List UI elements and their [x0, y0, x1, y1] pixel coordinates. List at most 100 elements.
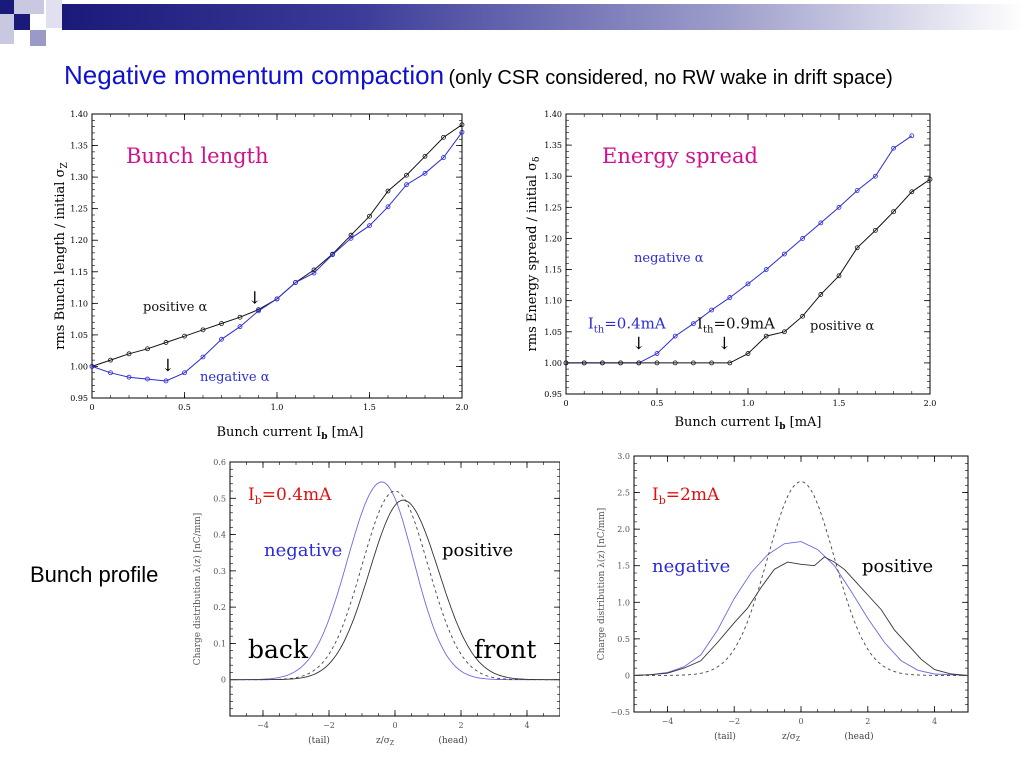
data-point: [727, 295, 733, 300]
y-axis-label: rms Bunch length / initial σZ: [53, 162, 70, 349]
data-point: [909, 133, 915, 139]
decor-square-light: [0, 14, 14, 44]
data-point: [200, 327, 206, 333]
x-tick-label: 2.0: [456, 403, 469, 412]
y-tick-label: −0.5: [611, 708, 630, 717]
x-tick-label: 0.5: [178, 403, 191, 412]
data-point: [108, 370, 113, 376]
x-axis-label: Bunch current Ib [mA]: [674, 415, 821, 432]
x-tick-label: 1.5: [833, 399, 846, 408]
data-point: [800, 236, 806, 241]
x-tick-label: 2.0: [924, 399, 937, 408]
data-point: [781, 329, 787, 335]
x-tick-label: −2: [728, 717, 740, 726]
x-tick-label: 0: [392, 721, 397, 730]
data-point: [690, 360, 696, 366]
data-point: [422, 170, 428, 176]
data-point: [654, 351, 660, 356]
data-point: [745, 281, 751, 287]
y-tick-label: 0: [221, 676, 226, 685]
data-point: [404, 182, 409, 188]
threshold-label: Ith=0.4mA: [588, 315, 666, 336]
data-point: [237, 324, 243, 330]
data-point: [909, 189, 915, 195]
data-point: [311, 267, 317, 273]
data-point: [126, 351, 132, 357]
x-label-head: (head): [438, 735, 467, 746]
arrow-annotation: ↓: [632, 334, 646, 354]
data-point: [872, 227, 878, 233]
chart-title: Ib=2mA: [652, 485, 720, 507]
y-tick-label: 1.25: [544, 203, 562, 212]
data-point: [672, 360, 678, 366]
data-point: [854, 188, 860, 193]
y-tick-label: 1.05: [70, 331, 88, 340]
y-tick-label: 1.05: [544, 328, 562, 337]
data-point: [274, 296, 280, 302]
x-tick-label: −4: [662, 717, 674, 726]
legend-negative: negative α: [200, 370, 270, 385]
data-point: [385, 204, 391, 210]
header-gradient-bar: [62, 4, 1024, 30]
label-front: front: [474, 635, 536, 664]
data-point: [836, 204, 842, 210]
y-tick-label: 3.0: [617, 452, 630, 461]
data-point: [219, 321, 224, 326]
y-tick-label: 0.3: [213, 567, 226, 576]
y-tick-label: 1.20: [70, 236, 88, 245]
y-tick-label: 0.95: [544, 390, 562, 399]
data-point: [618, 360, 623, 366]
data-point: [563, 360, 569, 366]
data-point: [441, 155, 446, 160]
data-point: [763, 333, 769, 339]
data-point: [763, 267, 769, 272]
data-point: [818, 292, 824, 297]
y-tick-label: 1.20: [544, 234, 562, 243]
data-point: [145, 346, 150, 352]
y-tick-label: 0: [625, 671, 630, 680]
arrow-annotation: ↓: [161, 356, 175, 376]
data-point: [709, 360, 715, 366]
data-point: [927, 176, 933, 182]
data-point: [367, 223, 372, 229]
data-point: [581, 360, 587, 366]
y-tick-label: 2.5: [617, 489, 630, 498]
x-tick-label: 1.0: [271, 403, 284, 412]
arrow-annotation: ↓: [717, 334, 731, 354]
data-point: [182, 370, 187, 376]
chart-title: Energy spread: [602, 144, 758, 168]
x-tick-label: 2: [458, 721, 463, 730]
legend-positive: positive α: [810, 319, 875, 334]
y-tick-label: 0.5: [213, 494, 226, 503]
data-point: [330, 252, 335, 258]
y-tick-label: 1.00: [544, 359, 562, 368]
x-tick-label: 0: [798, 717, 803, 726]
x-axis-label: Bunch current Ib [mA]: [216, 425, 363, 442]
x-axis-label: z/σZ: [376, 736, 394, 747]
data-point: [126, 374, 132, 380]
data-point: [89, 364, 95, 369]
profile-line-reference: [230, 490, 560, 681]
decor-square-light: [46, 0, 62, 28]
data-point: [891, 209, 897, 215]
bunch-profile-0-4ma-chart: −4 −2 0 2 4 0 0.1 0.2 0.3 0.4 0.5 0.6 Ib=0.4mA negati…: [192, 458, 560, 747]
data-point: [781, 251, 787, 257]
y-tick-label: 1.00: [70, 362, 88, 371]
y-tick-label: 1.30: [70, 173, 88, 182]
legend-positive: positive α: [143, 300, 208, 315]
y-axis-label: Charge distribution λ(z) [nC/mm]: [596, 508, 607, 661]
bunch-profile-2ma-chart: −4 −2 0 2 4 −0.5 0 0.5 1.0 1.5 2.0 2.5 3.0 Ib=2mA nega…: [596, 452, 969, 743]
y-axis-label: Charge distribution λ(z) [nC/mm]: [192, 513, 203, 666]
data-point: [163, 340, 169, 345]
energy-spread-chart: 0 0.5 1.0 1.5 2.0 0.95 1.00 1.05 1.10 1.15 1.20 1.2…: [525, 110, 937, 432]
y-tick-label: 1.40: [544, 110, 562, 119]
y-tick-label: 1.5: [617, 562, 630, 571]
data-point: [600, 360, 605, 366]
y-tick-label: 2.0: [617, 525, 630, 534]
y-tick-label: 1.25: [70, 205, 88, 214]
y-tick-label: 0.95: [70, 394, 88, 403]
x-tick-label: −4: [257, 721, 269, 730]
data-point: [459, 129, 465, 135]
data-point: [745, 351, 751, 356]
x-label-tail: (tail): [714, 731, 736, 742]
